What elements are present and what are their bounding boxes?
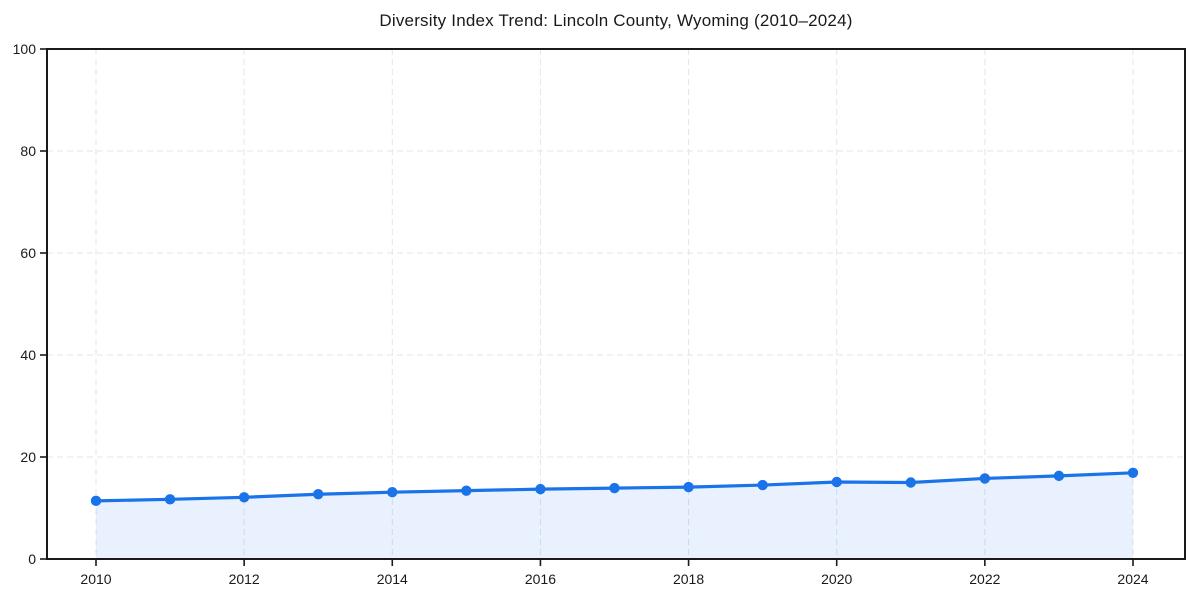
x-tick-label: 2018 bbox=[673, 571, 704, 587]
data-point-marker bbox=[1127, 467, 1139, 479]
chart-title: Diversity Index Trend: Lincoln County, W… bbox=[379, 11, 853, 30]
y-tick-label: 40 bbox=[20, 347, 36, 363]
x-tick-label: 2020 bbox=[821, 571, 852, 587]
x-tick-label: 2024 bbox=[1117, 571, 1148, 587]
data-point-marker bbox=[387, 486, 398, 498]
x-tick-label: 2022 bbox=[969, 571, 1000, 587]
plot-border bbox=[46, 48, 1186, 560]
data-point-marker bbox=[757, 479, 768, 491]
y-tick-label: 100 bbox=[13, 41, 37, 57]
x-tick-label: 2014 bbox=[377, 571, 408, 587]
data-point-marker bbox=[90, 495, 102, 507]
data-point-marker bbox=[609, 482, 620, 494]
data-point-marker bbox=[905, 477, 916, 488]
x-tick-label: 2016 bbox=[525, 571, 556, 587]
x-tick-label: 2010 bbox=[80, 571, 111, 587]
data-point-marker bbox=[461, 485, 472, 496]
data-point-marker bbox=[1053, 470, 1065, 482]
data-point-marker bbox=[535, 483, 546, 495]
x-tick-label: 2012 bbox=[229, 571, 260, 587]
data-point-marker bbox=[313, 489, 324, 500]
y-tick-label: 80 bbox=[20, 143, 36, 159]
data-point-marker bbox=[164, 494, 176, 505]
y-tick-label: 60 bbox=[20, 245, 36, 261]
y-tick-label: 0 bbox=[28, 551, 36, 567]
data-point-marker bbox=[831, 476, 842, 488]
y-tick-label: 20 bbox=[20, 449, 36, 465]
data-point-marker bbox=[238, 492, 250, 503]
data-point-marker bbox=[979, 473, 991, 484]
data-point-marker bbox=[683, 481, 694, 493]
